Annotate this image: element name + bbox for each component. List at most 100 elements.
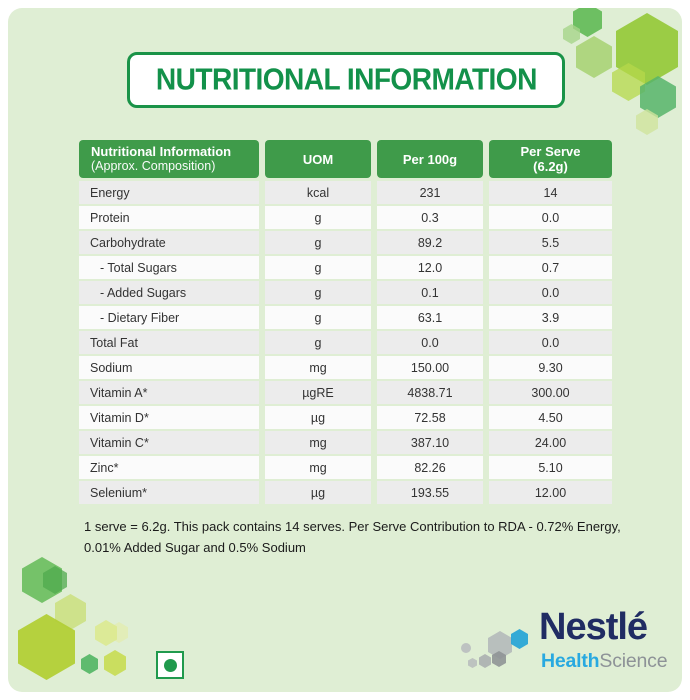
logo-dot-icon — [461, 643, 471, 653]
nutrient-uom: µg — [265, 406, 371, 429]
nutrient-uom: mg — [265, 431, 371, 454]
nutrient-label: Vitamin A* — [79, 381, 259, 404]
hexagon-icon — [468, 658, 477, 668]
nutrient-per-serve: 4.50 — [489, 406, 612, 429]
serving-footnote: 1 serve = 6.2g. This pack contains 14 se… — [84, 516, 621, 558]
hexagon-icon — [492, 651, 506, 667]
vegetarian-dot — [163, 658, 177, 672]
nutrient-per-serve: 0.0 — [489, 206, 612, 229]
table-row: Vitamin C* mg 387.10 24.00 — [79, 431, 612, 454]
nutrient-uom: g — [265, 206, 371, 229]
header-label: Per Serve — [520, 144, 581, 159]
header-per-serve: Per Serve (6.2g) — [489, 140, 612, 178]
nutrient-label: Selenium* — [79, 481, 259, 504]
footnote-line: 1 serve = 6.2g. This pack contains 14 se… — [84, 519, 621, 534]
nutrient-label: - Added Sugars — [79, 281, 259, 304]
nutrient-per-100g: 0.3 — [377, 206, 483, 229]
hexagon-icon — [43, 566, 67, 594]
hexagon-icon — [576, 36, 612, 78]
nutrient-per-100g: 193.55 — [377, 481, 483, 504]
vegetarian-mark-icon — [156, 651, 184, 679]
table-row: Vitamin D* µg 72.58 4.50 — [79, 406, 612, 429]
nutrient-label: - Total Sugars — [79, 256, 259, 279]
nutrient-per-serve: 0.0 — [489, 281, 612, 304]
table-row: Vitamin A* µgRE 4838.71 300.00 — [79, 381, 612, 404]
nutrient-label: Protein — [79, 206, 259, 229]
header-subtitle-line: (Approx. Composition) — [91, 159, 216, 173]
nutrient-per-100g: 150.00 — [377, 356, 483, 379]
nestle-wordmark: Nestlé — [539, 606, 648, 648]
nutrient-label: Vitamin C* — [79, 431, 259, 454]
title-banner: NUTRITIONAL INFORMATION — [127, 52, 565, 108]
nutrient-per-serve: 0.0 — [489, 331, 612, 354]
hexagon-icon — [18, 614, 75, 680]
nutrient-uom: g — [265, 306, 371, 329]
nutrient-per-serve: 3.9 — [489, 306, 612, 329]
table-row: Carbohydrate g 89.2 5.5 — [79, 231, 612, 254]
nutrient-label: Zinc* — [79, 456, 259, 479]
hexagon-icon — [636, 109, 658, 135]
hexagon-icon — [479, 654, 491, 668]
nutrient-uom: g — [265, 331, 371, 354]
nutrient-label: Carbohydrate — [79, 231, 259, 254]
table-row: Selenium* µg 193.55 12.00 — [79, 481, 612, 504]
header-sublabel: (6.2g) — [533, 159, 568, 174]
nutrient-per-100g: 4838.71 — [377, 381, 483, 404]
nutrient-per-100g: 82.26 — [377, 456, 483, 479]
nutrient-per-100g: 63.1 — [377, 306, 483, 329]
nutrient-per-100g: 0.1 — [377, 281, 483, 304]
footnote-line: 0.01% Added Sugar and 0.5% Sodium — [84, 540, 306, 555]
nutrient-uom: g — [265, 256, 371, 279]
health-science-wordmark: HealthScience — [541, 650, 668, 673]
nutrient-per-serve: 5.10 — [489, 456, 612, 479]
hexagon-icon — [104, 650, 126, 676]
table-row: Zinc* mg 82.26 5.10 — [79, 456, 612, 479]
nutrient-label: Energy — [79, 181, 259, 204]
nutrient-per-serve: 24.00 — [489, 431, 612, 454]
nutrient-label: Total Fat — [79, 331, 259, 354]
hexagon-icon — [563, 24, 580, 44]
nutrient-uom: g — [265, 281, 371, 304]
nutrient-per-serve: 9.30 — [489, 356, 612, 379]
header-per-100g: Per 100g — [377, 140, 483, 178]
nutrient-per-serve: 0.7 — [489, 256, 612, 279]
nutrient-uom: mg — [265, 356, 371, 379]
nutrient-per-serve: 300.00 — [489, 381, 612, 404]
header-label: UOM — [302, 151, 334, 167]
header-title-line: Nutritional Information — [91, 144, 232, 159]
nutrient-per-100g: 72.58 — [377, 406, 483, 429]
table-row: - Total Sugars g 12.0 0.7 — [79, 256, 612, 279]
science-text: Science — [599, 650, 668, 672]
health-text: Health — [541, 650, 600, 672]
table-row: Total Fat g 0.0 0.0 — [79, 331, 612, 354]
nutrition-table: Nutritional Information (Approx. Composi… — [79, 140, 612, 506]
table-row: Energy kcal 231 14 — [79, 181, 612, 204]
nutrient-per-serve: 5.5 — [489, 231, 612, 254]
nutrient-label: Vitamin D* — [79, 406, 259, 429]
table-row: Sodium mg 150.00 9.30 — [79, 356, 612, 379]
nutrient-per-100g: 89.2 — [377, 231, 483, 254]
nutrient-per-100g: 387.10 — [377, 431, 483, 454]
nutrient-uom: mg — [265, 456, 371, 479]
hexagon-icon — [95, 620, 117, 646]
table-header-row: Nutritional Information (Approx. Composi… — [79, 140, 612, 178]
nutrient-per-100g: 231 — [377, 181, 483, 204]
nutrient-uom: g — [265, 231, 371, 254]
table-row: Protein g 0.3 0.0 — [79, 206, 612, 229]
table-body: Energy kcal 231 14 Protein g 0.3 0.0 Car… — [79, 181, 612, 504]
nutrient-per-serve: 12.00 — [489, 481, 612, 504]
hexagon-icon — [511, 629, 528, 649]
nutrient-label: - Dietary Fiber — [79, 306, 259, 329]
nutrient-uom: µg — [265, 481, 371, 504]
page-title: NUTRITIONAL INFORMATION — [155, 62, 538, 97]
nutrient-per-100g: 0.0 — [377, 331, 483, 354]
hexagon-icon — [81, 654, 98, 674]
nutrient-uom: µgRE — [265, 381, 371, 404]
hexagon-icon — [612, 63, 645, 101]
header-uom: UOM — [265, 140, 371, 178]
header-label: Per 100g — [402, 151, 458, 167]
table-row: - Dietary Fiber g 63.1 3.9 — [79, 306, 612, 329]
nutrient-label: Sodium — [79, 356, 259, 379]
nutrient-uom: kcal — [265, 181, 371, 204]
table-row: - Added Sugars g 0.1 0.0 — [79, 281, 612, 304]
